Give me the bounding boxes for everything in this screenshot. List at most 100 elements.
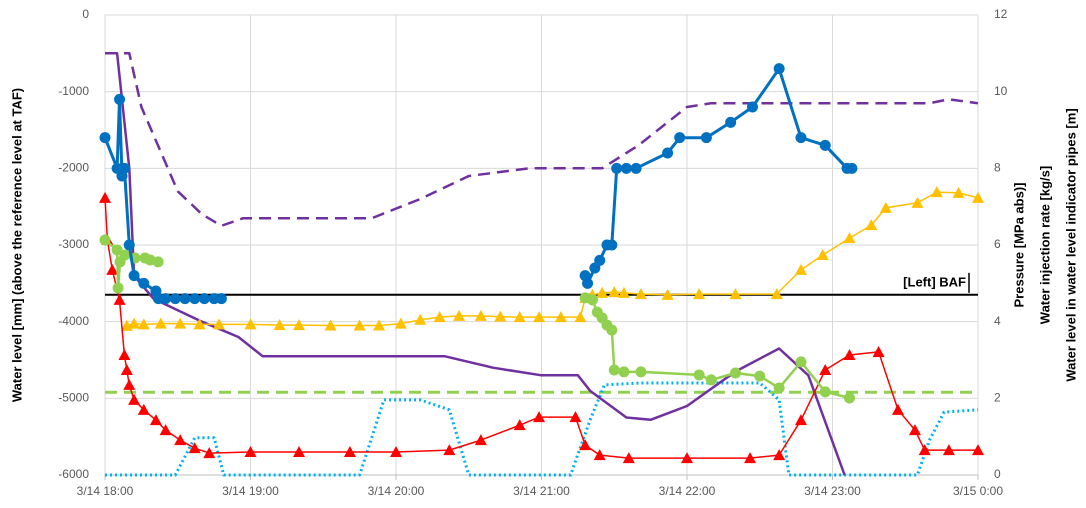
marker	[705, 374, 717, 386]
marker	[106, 263, 119, 275]
y-axis-title: Water level [mm] (above the reference le…	[9, 88, 24, 402]
marker	[154, 317, 167, 329]
marker	[443, 444, 456, 456]
marker	[174, 434, 187, 446]
marker	[608, 286, 621, 298]
marker	[606, 324, 618, 336]
marker	[816, 248, 829, 260]
marker	[630, 162, 642, 174]
marker	[579, 439, 592, 451]
marker	[770, 288, 783, 300]
marker	[700, 132, 712, 144]
x-tick-label: 3/14 21:00	[513, 484, 570, 498]
marker	[433, 311, 446, 323]
series-line	[105, 52, 846, 476]
marker	[118, 349, 131, 361]
marker	[843, 232, 856, 244]
marker	[120, 363, 133, 375]
y-tick-label: -4000	[58, 314, 89, 328]
marker	[661, 288, 674, 300]
marker	[773, 382, 785, 394]
marker	[99, 191, 111, 203]
marker	[293, 446, 305, 457]
marker	[620, 162, 632, 174]
y2-axis-title: Pressure [MPa abs)]	[1011, 183, 1026, 308]
marker	[819, 363, 832, 375]
marker	[593, 449, 606, 461]
marker	[193, 318, 206, 330]
marker	[569, 411, 582, 423]
y-tick-label: -5000	[58, 391, 89, 405]
marker	[198, 293, 210, 305]
marker	[119, 249, 131, 261]
y-tick-label: 0	[82, 7, 89, 21]
marker	[681, 452, 693, 464]
marker	[606, 239, 618, 251]
x-tick-label: 3/14 19:00	[222, 484, 279, 498]
marker	[795, 356, 807, 368]
marker	[293, 319, 305, 331]
marker	[773, 63, 785, 75]
marker	[137, 318, 150, 330]
marker	[746, 101, 758, 113]
marker	[891, 403, 904, 415]
marker	[634, 288, 647, 300]
y-tick-label: -1000	[58, 84, 89, 98]
marker	[865, 219, 878, 231]
marker	[930, 186, 943, 198]
marker	[212, 318, 225, 330]
marker	[662, 147, 674, 159]
marker	[494, 310, 507, 322]
annotation: [Left] BAF	[903, 274, 966, 289]
marker	[99, 132, 111, 144]
marker	[730, 367, 741, 379]
marker	[972, 191, 984, 203]
marker	[137, 403, 150, 415]
marker	[152, 256, 164, 268]
marker	[594, 254, 606, 266]
marker	[373, 319, 386, 331]
marker	[911, 196, 924, 208]
marker	[574, 311, 587, 323]
marker	[582, 277, 594, 289]
marker	[189, 293, 201, 305]
marker	[635, 366, 647, 378]
marker	[819, 386, 831, 398]
marker	[343, 446, 356, 457]
marker	[622, 452, 635, 464]
marker	[99, 234, 111, 246]
y2-tick-label: 10	[994, 84, 1008, 98]
marker	[159, 424, 172, 436]
x-tick-label: 3/14 23:00	[804, 484, 861, 498]
marker	[114, 93, 126, 105]
y2-tick-label: 6	[994, 237, 1001, 251]
marker	[414, 313, 427, 325]
marker	[794, 263, 807, 275]
marker	[453, 309, 466, 321]
marker	[394, 317, 407, 329]
marker	[179, 293, 191, 305]
marker	[843, 349, 856, 361]
marker	[586, 294, 598, 306]
marker	[128, 317, 141, 329]
marker	[674, 132, 686, 144]
marker	[273, 319, 286, 331]
marker	[972, 444, 984, 456]
marker	[149, 414, 162, 426]
marker	[693, 288, 706, 300]
marker	[795, 132, 807, 144]
y-tick-label: -3000	[58, 237, 89, 251]
y-tick-label: -2000	[58, 161, 89, 175]
y2-axis-title: Water level in water level indicator pip…	[1063, 108, 1078, 381]
marker	[123, 239, 135, 251]
y-tick-label: -6000	[58, 467, 89, 481]
y2-tick-label: 2	[994, 391, 1001, 405]
series-line	[105, 52, 979, 228]
series-line	[105, 381, 979, 477]
marker	[819, 139, 831, 151]
marker	[390, 446, 402, 457]
x-tick-label: 3/14 20:00	[368, 484, 425, 498]
y2-axis-title: Water injection rate [kg/s]	[1037, 166, 1052, 324]
marker	[879, 201, 892, 213]
marker	[353, 319, 366, 331]
